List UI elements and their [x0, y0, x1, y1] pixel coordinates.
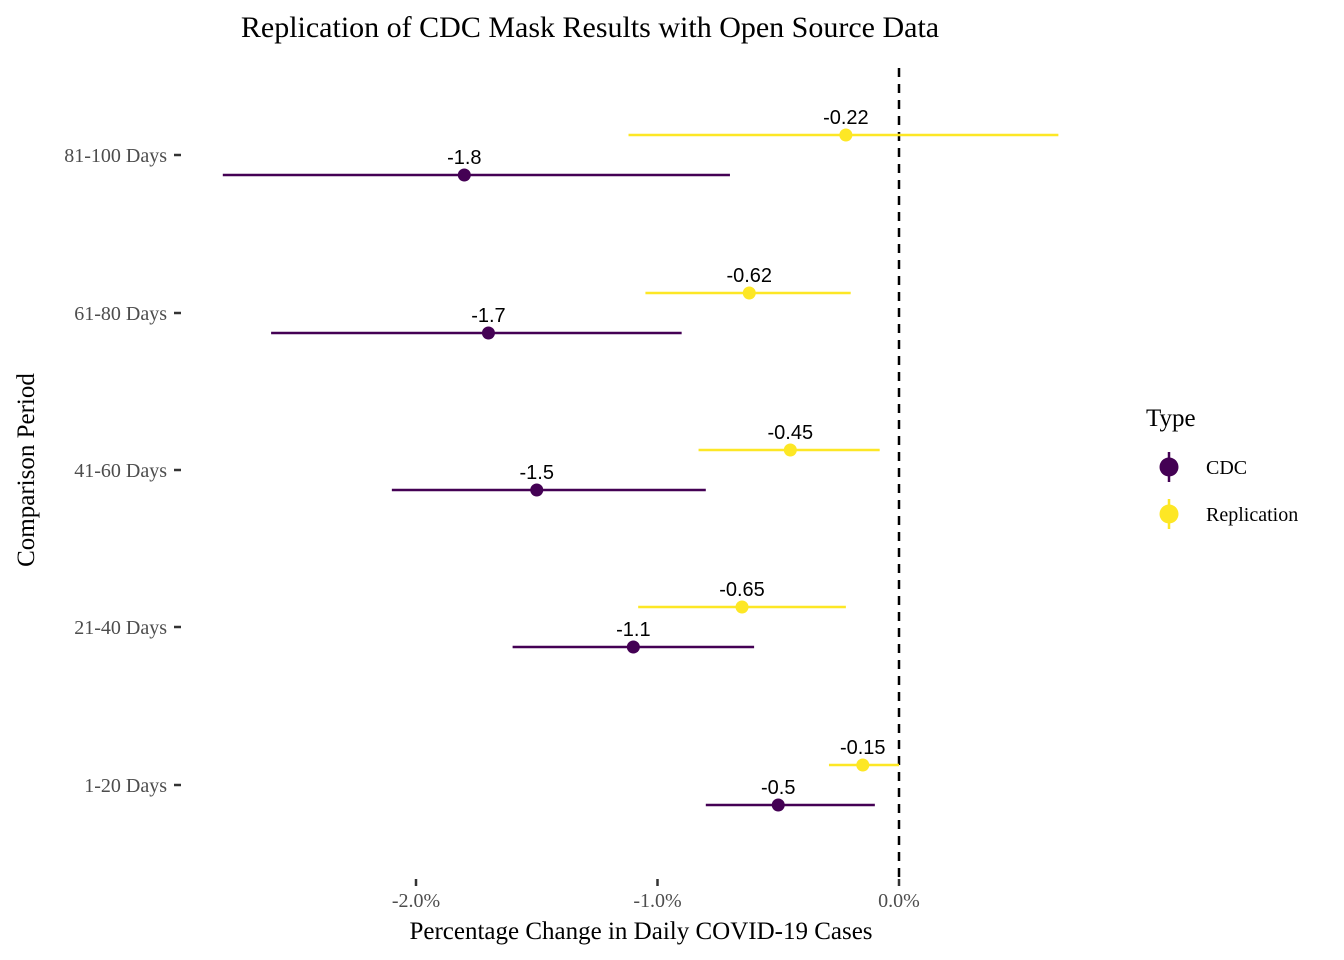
- data-label: -0.5: [761, 777, 795, 799]
- x-tick-label: 0.0%: [878, 890, 920, 912]
- legend-key: [1159, 499, 1179, 529]
- legend-key-point: [1159, 457, 1179, 477]
- legend-label: CDC: [1206, 457, 1247, 479]
- point-estimate: [530, 483, 544, 497]
- series-replication: -0.15 -0.65 -0.45 -0.62 -0.22: [628, 107, 1059, 772]
- x-tick-label: -1.0%: [633, 890, 681, 912]
- point-estimate: [457, 168, 471, 182]
- legend-key-point: [1159, 504, 1179, 524]
- data-label: -1.5: [520, 462, 554, 484]
- y-tick-label: 41-60 Days: [74, 460, 167, 482]
- y-axis-title: Comparison Period: [13, 373, 40, 567]
- y-tick-label: 81-100 Days: [64, 145, 167, 167]
- point-estimate: [783, 443, 797, 457]
- point-estimate: [771, 798, 785, 812]
- y-tick-label: 61-80 Days: [74, 303, 167, 325]
- point-estimate: [626, 640, 640, 654]
- chart-title: Replication of CDC Mask Results with Ope…: [241, 11, 939, 44]
- data-label: -0.62: [726, 265, 772, 287]
- point-estimate: [735, 600, 749, 614]
- point-estimate: [481, 326, 495, 340]
- x-tick-label: -2.0%: [392, 890, 440, 912]
- legend-label: Replication: [1206, 504, 1298, 526]
- legend-key: [1159, 452, 1179, 482]
- y-tick-label: 1-20 Days: [84, 775, 167, 797]
- data-label: -0.22: [823, 107, 869, 129]
- y-tick-label: 21-40 Days: [74, 617, 167, 639]
- legend-title: Type: [1146, 405, 1196, 432]
- data-label: -1.8: [447, 147, 481, 169]
- data-label: -1.1: [616, 619, 650, 641]
- point-estimate: [856, 758, 870, 772]
- data-label: -1.7: [471, 305, 505, 327]
- point-estimate: [839, 128, 853, 142]
- data-label: -0.65: [719, 579, 765, 601]
- y-axis: 1-20 Days 21-40 Days 41-60 Days 61-80 Days 8…: [64, 145, 181, 797]
- series-cdc: -0.5 -1.1 -1.5 -1.7 -1.8: [222, 147, 875, 812]
- plot-marks: -0.5 -1.1 -1.5 -1.7 -1.8 -0.15 -0.65 -0.45 -0.62…: [222, 107, 1059, 812]
- data-label: -0.15: [840, 737, 886, 759]
- x-axis: -2.0% -1.0% 0.0%: [392, 879, 920, 912]
- x-axis-title: Percentage Change in Daily COVID-19 Case…: [409, 918, 872, 945]
- data-label: -0.45: [768, 422, 814, 444]
- legend: Type CDC Replication: [1146, 405, 1298, 529]
- point-estimate: [742, 286, 756, 300]
